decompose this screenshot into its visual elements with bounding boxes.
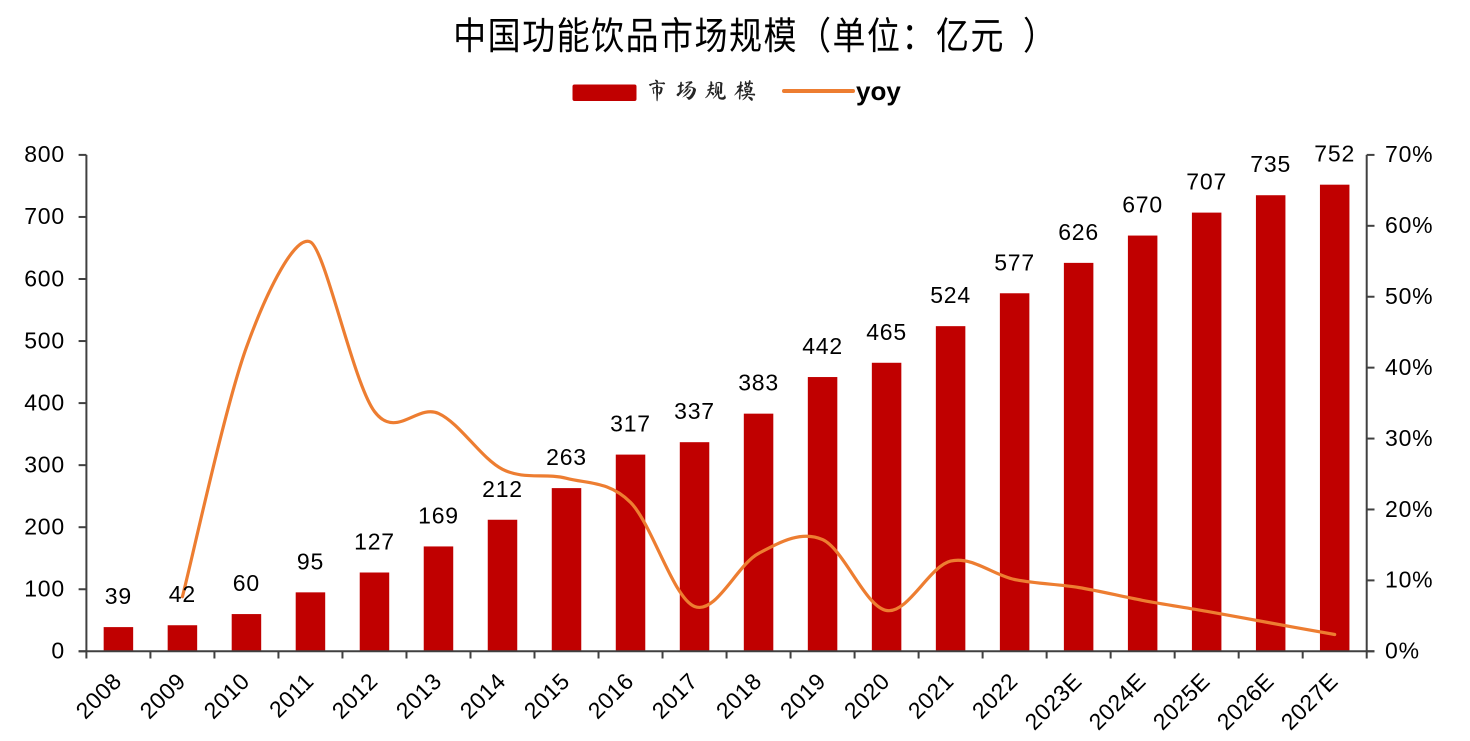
svg-text:400: 400 bbox=[24, 389, 65, 415]
svg-text:169: 169 bbox=[418, 502, 459, 528]
svg-text:524: 524 bbox=[930, 282, 971, 308]
svg-text:752: 752 bbox=[1314, 141, 1355, 167]
svg-text:707: 707 bbox=[1186, 169, 1227, 195]
svg-text:39: 39 bbox=[105, 583, 132, 609]
svg-text:317: 317 bbox=[610, 411, 651, 437]
svg-text:500: 500 bbox=[24, 327, 65, 353]
svg-text:383: 383 bbox=[738, 370, 779, 396]
svg-text:577: 577 bbox=[994, 249, 1035, 275]
svg-text:95: 95 bbox=[297, 548, 324, 574]
svg-text:127: 127 bbox=[354, 529, 395, 555]
svg-text:60%: 60% bbox=[1385, 212, 1433, 238]
svg-text:40%: 40% bbox=[1385, 354, 1433, 380]
svg-text:42: 42 bbox=[169, 581, 196, 607]
svg-text:212: 212 bbox=[482, 476, 523, 502]
svg-text:yoy: yoy bbox=[856, 76, 901, 106]
svg-text:670: 670 bbox=[1122, 192, 1163, 218]
svg-text:50%: 50% bbox=[1385, 283, 1433, 309]
svg-text:100: 100 bbox=[24, 576, 65, 602]
svg-text:200: 200 bbox=[24, 514, 65, 540]
svg-text:70%: 70% bbox=[1385, 141, 1433, 167]
svg-text:263: 263 bbox=[546, 444, 587, 470]
svg-text:626: 626 bbox=[1058, 219, 1099, 245]
svg-text:20%: 20% bbox=[1385, 496, 1433, 522]
svg-text:465: 465 bbox=[866, 319, 907, 345]
svg-text:0: 0 bbox=[51, 638, 65, 664]
svg-text:700: 700 bbox=[24, 203, 65, 229]
svg-text:0%: 0% bbox=[1385, 638, 1420, 664]
svg-text:30%: 30% bbox=[1385, 425, 1433, 451]
svg-text:300: 300 bbox=[24, 451, 65, 477]
svg-text:442: 442 bbox=[802, 333, 843, 359]
svg-text:800: 800 bbox=[24, 141, 65, 167]
svg-text:337: 337 bbox=[674, 398, 715, 424]
svg-text:600: 600 bbox=[24, 265, 65, 291]
svg-text:735: 735 bbox=[1250, 151, 1291, 177]
svg-text:10%: 10% bbox=[1385, 567, 1433, 593]
svg-text:60: 60 bbox=[233, 570, 260, 596]
